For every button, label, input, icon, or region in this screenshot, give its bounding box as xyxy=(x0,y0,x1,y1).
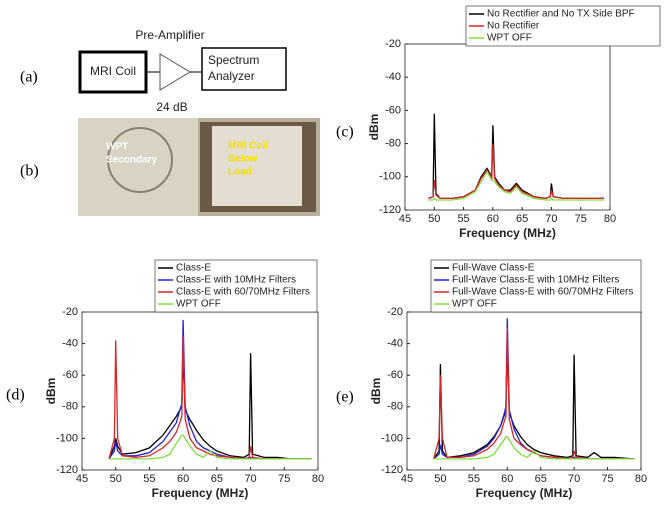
photo: WPT Secondary MRI Coil Below Load xyxy=(78,118,320,216)
legend-label: Full-Wave Class-E with 10MHz Filters xyxy=(452,275,619,286)
block xyxy=(201,47,287,91)
amp-label: Pre-Amplifier xyxy=(135,28,204,42)
amplifier xyxy=(159,53,191,91)
y-tick-label: -40 xyxy=(387,338,403,350)
x-tick-label: 50 xyxy=(428,213,440,225)
y-tick-label: -100 xyxy=(56,432,78,444)
legend-label: Class-E with 60/70MHz Filters xyxy=(176,287,310,298)
legend xyxy=(154,259,318,313)
legend xyxy=(465,5,661,47)
x-tick-label: 50 xyxy=(434,473,446,485)
y-tick-label: -40 xyxy=(62,338,78,350)
y-tick-label: -20 xyxy=(385,38,401,50)
legend-label: WPT OFF xyxy=(452,299,497,310)
y-tick-label: -20 xyxy=(387,306,403,318)
series-line xyxy=(108,335,312,460)
y-axis-label: dBm xyxy=(44,378,58,405)
plot-area xyxy=(81,311,319,471)
plot-area xyxy=(404,43,611,211)
photo-bg xyxy=(78,118,198,216)
y-tick-label: -80 xyxy=(385,138,401,150)
series-line xyxy=(428,143,605,200)
y-tick-label: -60 xyxy=(387,369,403,381)
x-tick-label: 50 xyxy=(110,473,122,485)
photo-bg xyxy=(212,126,302,206)
y-tick-label: -120 xyxy=(381,464,403,476)
y-tick-label: -40 xyxy=(385,71,401,83)
x-tick-label: 65 xyxy=(516,213,528,225)
x-tick-label: 80 xyxy=(604,213,616,225)
gain-label: 24 dB xyxy=(156,100,187,114)
block-label: Spectrum xyxy=(208,53,259,67)
coil xyxy=(107,127,173,193)
x-axis-label: Frequency (MHz) xyxy=(459,226,556,240)
y-tick-label: -80 xyxy=(387,401,403,413)
x-axis-label: Frequency (MHz) xyxy=(152,486,249,500)
y-tick-label: -120 xyxy=(56,464,78,476)
legend-label: WPT OFF xyxy=(487,33,532,44)
panel-label: (a) xyxy=(20,69,38,86)
x-tick-label: 80 xyxy=(635,473,647,485)
x-tick-label: 60 xyxy=(487,213,499,225)
legend-label: WPT OFF xyxy=(176,299,221,310)
x-tick-label: 60 xyxy=(501,473,513,485)
series-line xyxy=(428,170,605,201)
x-tick-label: 45 xyxy=(76,473,88,485)
x-tick-label: 65 xyxy=(211,473,223,485)
panel-label: (e) xyxy=(336,389,354,406)
x-tick-label: 75 xyxy=(575,213,587,225)
y-tick-label: -100 xyxy=(379,171,401,183)
y-tick-label: -60 xyxy=(62,369,78,381)
photo-label: Secondary xyxy=(106,155,158,166)
series-line xyxy=(433,327,635,460)
panel-label: (c) xyxy=(336,124,354,141)
x-tick-label: 45 xyxy=(399,213,411,225)
x-tick-label: 65 xyxy=(535,473,547,485)
block-label: MRI Coil xyxy=(90,64,136,78)
x-tick-label: 80 xyxy=(312,473,324,485)
legend-label: Class-E xyxy=(176,263,211,274)
y-tick-label: -20 xyxy=(62,306,78,318)
x-tick-label: 70 xyxy=(545,213,557,225)
x-tick-label: 75 xyxy=(601,473,613,485)
x-tick-label: 70 xyxy=(244,473,256,485)
x-tick-label: 70 xyxy=(568,473,580,485)
legend-label: Full-Wave Class-E with 60/70MHz Filters xyxy=(452,287,633,298)
photo-label: Below xyxy=(228,154,258,165)
block-diagram: MRI Coil Pre-Amplifier 24 dB Spectrum An… xyxy=(78,28,287,114)
legend-label: Full-Wave Class-E xyxy=(452,263,535,274)
block-label: Analyzer xyxy=(208,69,255,83)
x-tick-label: 55 xyxy=(143,473,155,485)
legend-label: No Rectifier and No TX Side BPF xyxy=(487,9,635,20)
photo-label: WPT xyxy=(106,142,128,153)
legend xyxy=(430,259,642,313)
series-line xyxy=(108,319,312,460)
x-axis-label: Frequency (MHz) xyxy=(476,486,573,500)
series-line xyxy=(109,434,312,460)
legend-label: No Rectifier xyxy=(487,21,540,32)
x-tick-label: 60 xyxy=(177,473,189,485)
series-line xyxy=(433,436,635,460)
panel-label: (b) xyxy=(20,163,39,180)
x-tick-label: 45 xyxy=(401,473,413,485)
y-axis-label: dBm xyxy=(369,378,383,405)
photo-label: Load xyxy=(228,167,252,178)
series-line xyxy=(433,343,635,460)
y-tick-label: -120 xyxy=(379,204,401,216)
x-tick-label: 55 xyxy=(468,473,480,485)
y-tick-label: -100 xyxy=(381,432,403,444)
legend-label: Class-E with 10MHz Filters xyxy=(176,275,296,286)
x-tick-label: 75 xyxy=(278,473,290,485)
y-axis-label: dBm xyxy=(367,114,381,141)
photo-label: MRI Coil xyxy=(228,141,268,152)
x-tick-label: 55 xyxy=(457,213,469,225)
y-tick-label: -60 xyxy=(385,104,401,116)
plot-area xyxy=(406,311,642,471)
y-tick-label: -80 xyxy=(62,401,78,413)
panel-label: (d) xyxy=(6,387,25,404)
